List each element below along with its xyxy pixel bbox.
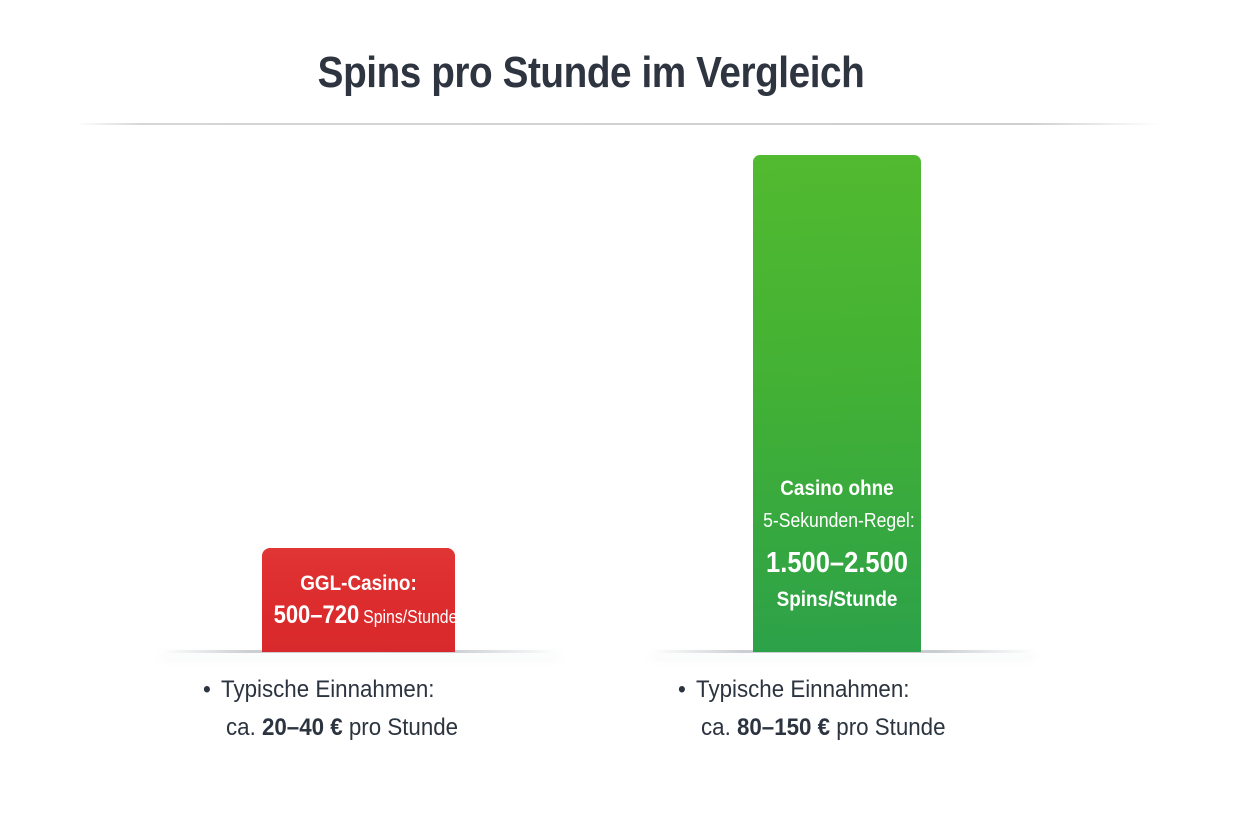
bar-ggl-casino: GGL-Casino: 500–720 Spins/Stunde (262, 548, 458, 652)
bar-no-five-second-rule: Casino ohne 5-Sekunden-Regel: 1.500–2.50… (753, 155, 921, 652)
bar-no-rule-label-line1: Casino ohne (780, 477, 894, 500)
bar-ggl-label: GGL-Casino: (300, 572, 417, 595)
bar-no-rule-text: Casino ohne 5-Sekunden-Regel: 1.500–2.50… (753, 477, 921, 652)
chart-title: Spins pro Stunde im Vergleich (317, 48, 865, 97)
bar-ggl-value-unit: Spins/Stunde (363, 607, 458, 627)
title-divider (76, 123, 1160, 125)
bar-ggl-value-range: 500–720 (273, 601, 360, 629)
note-no-rule-prefix: ca. (701, 714, 731, 741)
bar-ggl-value: 500–720 Spins/Stunde (273, 601, 458, 630)
note-no-rule-suffix: pro Stunde (836, 714, 946, 741)
note-ggl-prefix: ca. (226, 714, 256, 741)
note-ggl-suffix: pro Stunde (348, 714, 459, 741)
note-no-rule-earnings: • Typische Einnahmen: ca. 80–150 € pro S… (678, 676, 964, 742)
bullet-icon: • (203, 676, 211, 703)
note-no-rule-line2: ca. 80–150 € pro Stunde (701, 714, 945, 742)
note-ggl-line1: • Typische Einnahmen: (203, 676, 456, 704)
bullet-icon: • (678, 676, 686, 703)
note-ggl-earnings: • Typische Einnahmen: ca. 20–40 € pro St… (203, 676, 476, 742)
bar-no-rule-value-range: 1.500–2.500 (766, 547, 908, 579)
note-no-rule-line1: • Typische Einnahmen: (678, 676, 944, 704)
note-ggl-amount: 20–40 € (261, 714, 343, 741)
note-ggl-heading: Typische Einnahmen: (221, 676, 435, 703)
note-ggl-line2: ca. 20–40 € pro Stunde (226, 714, 458, 742)
note-no-rule-amount: 80–150 € (736, 714, 831, 741)
bar-no-rule-value-unit: Spins/Stunde (776, 588, 898, 611)
note-no-rule-heading: Typische Einnahmen: (696, 676, 910, 703)
bar-no-rule-label-line2: 5-Sekunden-Regel: (763, 510, 915, 532)
